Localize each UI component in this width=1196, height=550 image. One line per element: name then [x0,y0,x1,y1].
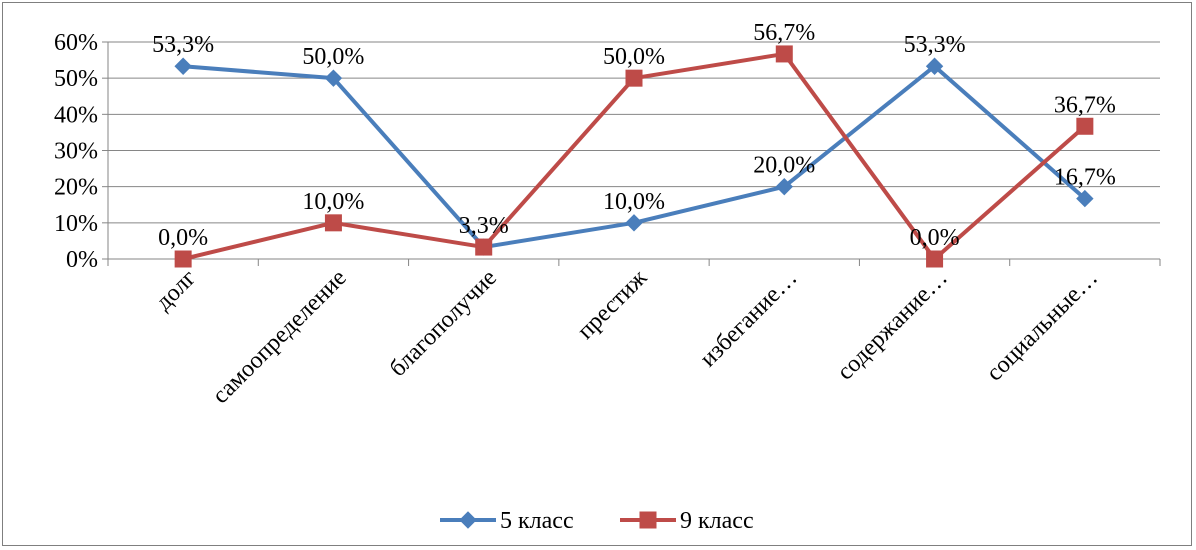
x-tick-label: престиж [573,265,653,345]
data-point [324,214,342,232]
legend-label: 9 класс [680,508,754,534]
y-tick-label: 10% [54,211,98,237]
axes: 0% 10% 20% 30% 40% 50% 60% долг самоопределение б… [54,30,1161,409]
data-point [475,238,493,256]
series-markers [174,45,1094,268]
data-labels: 53,3% 50,0% 3,3% 10,0% 20,0% 53,3% 16,7% 0,0% 10… [152,20,1116,251]
x-tick-label: социальные… [982,265,1103,386]
data-point [625,69,643,87]
legend-square-icon [639,511,657,529]
y-tick-label: 60% [54,30,98,56]
x-tick-label: долг [151,265,202,316]
data-point [174,250,192,268]
data-label: 56,7% [753,20,815,46]
data-label: 53,3% [152,32,214,58]
legend-diamond-icon [459,511,477,529]
data-point [925,57,944,75]
data-label: 53,3% [904,32,966,58]
y-tick-label: 20% [54,175,98,201]
y-tick-label: 40% [54,102,98,128]
data-point [174,57,192,75]
data-label: 36,7% [1054,92,1116,118]
data-label: 3,3% [459,213,509,239]
data-label: 10,0% [603,189,665,215]
x-tick-label: содержание… [832,265,952,385]
data-point [324,69,343,87]
x-tick-label: благополучие [385,265,502,382]
data-label: 16,7% [1054,165,1116,191]
data-point [1076,189,1094,208]
data-point [926,250,944,268]
data-label: 50,0% [603,44,665,70]
x-tick-label: самоопределение [208,265,352,409]
data-label: 10,0% [302,189,364,215]
legend-label: 5 класс [500,508,574,534]
data-label: 0,0% [910,225,960,251]
data-point [775,177,793,196]
x-tick-label: избегание… [695,265,802,372]
data-label: 50,0% [302,44,364,70]
data-point [1076,117,1094,135]
y-tick-label: 50% [54,66,98,92]
y-tick-label: 0% [66,247,98,273]
legend: 5 класс 9 класс [440,508,754,534]
data-label: 20,0% [753,153,815,179]
data-point [625,214,643,232]
data-label: 0,0% [158,225,208,251]
y-tick-label: 30% [54,139,98,165]
data-point [775,45,793,63]
